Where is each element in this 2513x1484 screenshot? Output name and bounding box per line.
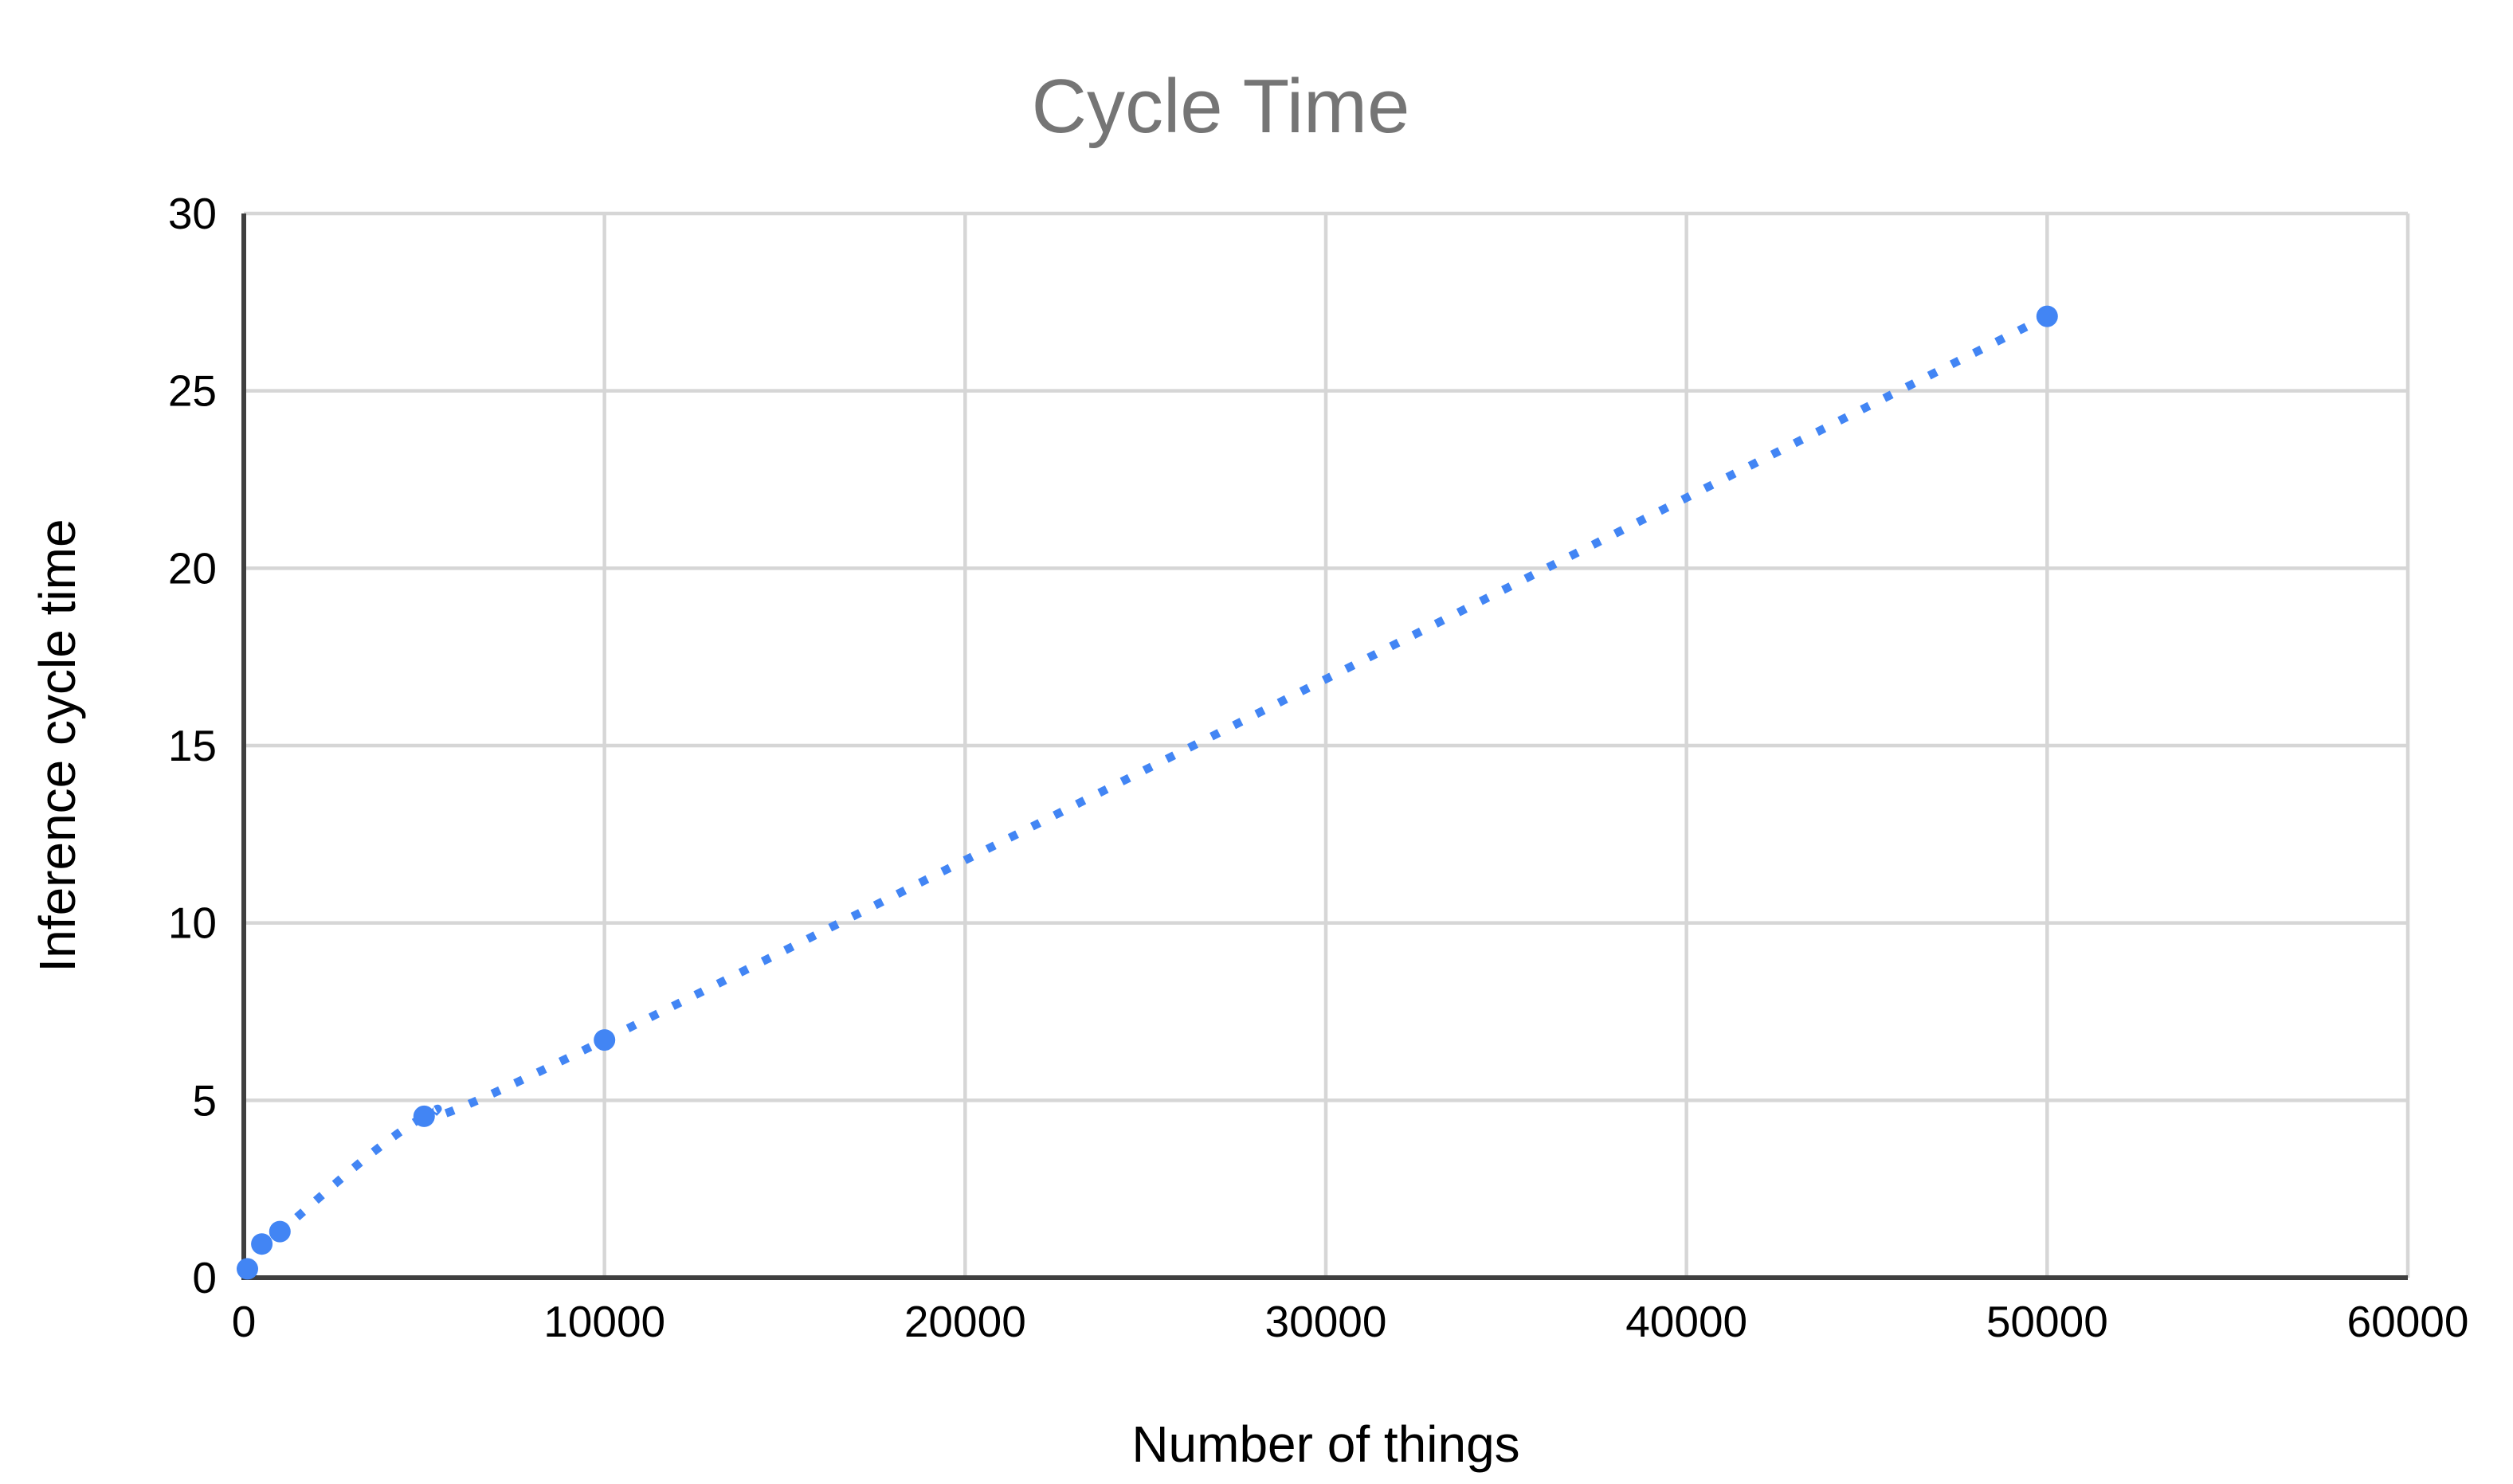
y-tick-label: 10 [168,899,217,948]
data-point[interactable] [269,1220,291,1243]
y-tick-label: 0 [192,1253,217,1302]
y-tick-label: 5 [192,1075,217,1125]
series-line [243,312,2049,1271]
x-tick-label: 0 [232,1297,257,1346]
x-tick-label: 60000 [2347,1297,2469,1346]
y-tick-label: 30 [168,189,217,238]
data-point[interactable] [237,1258,258,1280]
x-tick-label: 20000 [904,1297,1026,1346]
data-point[interactable] [251,1233,273,1255]
chart-title: Cycle Time [1031,64,1410,149]
data-point[interactable] [413,1105,435,1127]
y-tick-label: 25 [168,366,217,416]
x-tick-label: 50000 [1986,1297,2108,1346]
y-axis-title: Inference cycle time [29,519,86,973]
y-tick-label: 15 [168,721,217,770]
data-point[interactable] [594,1029,616,1051]
x-tick-label: 40000 [1625,1297,1747,1346]
x-tick-label: 30000 [1265,1297,1387,1346]
data-point[interactable] [2036,305,2058,327]
x-axis-title: Number of things [1131,1415,1520,1473]
y-tick-label: 20 [168,543,217,593]
x-tick-label: 10000 [543,1297,665,1346]
